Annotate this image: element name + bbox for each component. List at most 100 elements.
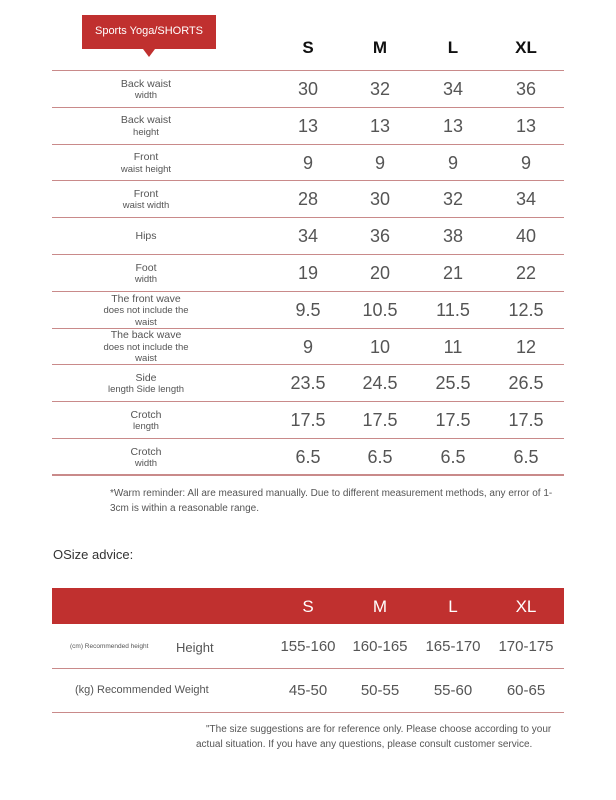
size-header-XL: XL xyxy=(515,38,537,57)
advice-size-M: M xyxy=(372,597,388,616)
measurement-value: 34 xyxy=(515,189,537,210)
table-row: The back wave does not include the waist 9… xyxy=(52,327,564,366)
height-label: Height xyxy=(176,640,214,655)
measurement-value: 12.5 xyxy=(508,299,544,320)
table-bottom-border xyxy=(52,474,564,476)
measurement-value: 34 xyxy=(297,226,319,247)
measurement-value: 34 xyxy=(442,79,464,99)
measurement-value: 32 xyxy=(369,79,391,99)
table-row: Front waist width 28 30 32 34 xyxy=(52,180,564,217)
measurement-value: 6.5 xyxy=(513,447,539,467)
label-sub: width xyxy=(134,90,158,102)
table-row: Front waist height 9 9 9 9 xyxy=(52,143,564,182)
row-label: Side length Side length xyxy=(92,365,200,402)
table-row: Hips 34 36 38 40 xyxy=(52,217,564,254)
measurement-value: 6.5 xyxy=(367,447,393,467)
advice-size-XL: XL xyxy=(515,597,537,616)
label-sub: length xyxy=(133,421,159,433)
table-row: Crotch width 6.5 6.5 6.5 6.5 xyxy=(52,438,564,475)
measurement-value: 9.5 xyxy=(295,299,321,320)
height-row: (cm) Recommended height Height 155-160 16… xyxy=(52,624,564,669)
product-badge: Sports Yoga/SHORTS xyxy=(82,15,216,57)
measurement-value: 9 xyxy=(447,152,458,173)
measurement-value: 28 xyxy=(297,189,319,210)
row-label: Back waist width xyxy=(92,71,200,108)
weight-value: 55-60 xyxy=(433,682,473,699)
measurement-value: 6.5 xyxy=(295,447,321,467)
measurement-value: 9 xyxy=(374,152,385,173)
height-value: 165-170 xyxy=(425,638,481,655)
label-sub: length Side length xyxy=(107,384,185,396)
label-sub: width xyxy=(134,458,158,470)
label-main: Back waist xyxy=(120,77,172,90)
label-main: Crotch xyxy=(130,445,162,458)
label-main: Side xyxy=(135,371,157,384)
label-main: Hips xyxy=(135,230,157,243)
label-sub: height xyxy=(133,126,159,138)
measurement-value: 17.5 xyxy=(362,410,398,431)
table-row: Back waist width 30 32 34 36 xyxy=(52,70,564,107)
label-sub: waist width xyxy=(122,200,170,212)
measurement-value: 20 xyxy=(369,263,391,283)
row-label: The back wave does not include the waist xyxy=(92,329,200,366)
advice-size-L: L xyxy=(448,597,458,616)
label-sub: width xyxy=(134,274,158,286)
measurement-value: 10 xyxy=(369,336,391,357)
row-label: Back waist height xyxy=(92,108,200,145)
measurement-value: 9 xyxy=(302,336,313,357)
label-main: Foot xyxy=(135,261,157,274)
measurement-value: 11.5 xyxy=(436,299,470,320)
measurement-value: 38 xyxy=(442,226,464,247)
label-main: Front xyxy=(133,187,159,200)
measurement-value: 19 xyxy=(297,263,319,283)
row-label: Hips xyxy=(92,218,200,255)
measurement-value: 11 xyxy=(443,336,463,357)
weight-row: (kg) Recommended Weight 45-50 50-55 55-60 6… xyxy=(52,669,564,713)
weight-value: 50-55 xyxy=(360,682,400,699)
label-main: Back waist xyxy=(120,114,172,127)
height-value: 160-165 xyxy=(352,638,408,655)
measurement-value: 36 xyxy=(369,226,391,247)
measurement-value: 9 xyxy=(520,152,531,173)
measurement-value: 25.5 xyxy=(435,373,471,394)
measurement-value: 32 xyxy=(442,189,464,210)
measurement-value: 13 xyxy=(369,115,391,136)
measurement-value: 26.5 xyxy=(508,373,544,394)
table-row: The front wave does not include the waist… xyxy=(52,290,564,329)
row-label: Crotch width xyxy=(92,439,200,476)
size-header-M: M xyxy=(372,38,388,57)
table-row: Foot width 19 20 21 22 xyxy=(52,254,564,291)
weight-value: 45-50 xyxy=(288,682,328,699)
measurement-value: 9 xyxy=(302,152,313,173)
measurement-value: 6.5 xyxy=(440,447,466,467)
measurement-value: 17.5 xyxy=(508,410,544,431)
label-sub: waist height xyxy=(120,163,172,175)
measurement-value: 30 xyxy=(369,189,391,210)
measurement-value: 17.5 xyxy=(435,410,471,431)
measurement-value: 24.5 xyxy=(362,373,398,394)
measurement-value: 13 xyxy=(297,115,319,136)
weight-label: (kg) Recommended Weight xyxy=(75,684,209,696)
measurement-value: 36 xyxy=(515,79,537,99)
weight-value: 60-65 xyxy=(506,682,546,699)
advice-header: S M L XL xyxy=(52,588,564,624)
height-small-label: (cm) Recommended height xyxy=(70,643,149,650)
row-label: Front waist height xyxy=(92,145,200,182)
measurement-value: 40 xyxy=(515,226,537,247)
measurement-value: 17.5 xyxy=(290,410,326,431)
label-sub: does not include the waist xyxy=(103,342,189,365)
footnote: "The size suggestions are for reference … xyxy=(196,724,552,750)
size-header-S: S xyxy=(302,38,314,57)
label-main: Front xyxy=(133,151,159,164)
row-label: The front wave does not include the waist xyxy=(92,292,200,329)
warm-reminder: *Warm reminder: All are measured manuall… xyxy=(110,488,553,514)
advice-size-S: S xyxy=(302,597,314,616)
measurement-value: 13 xyxy=(515,115,537,136)
row-label: Foot width xyxy=(92,255,200,292)
measurement-value: 22 xyxy=(515,263,537,283)
label-main: Crotch xyxy=(130,408,162,421)
table-row: Side length Side length 23.5 24.5 25.5 26.5 xyxy=(52,364,564,401)
measurement-value: 12 xyxy=(515,336,537,357)
label-main: The front wave xyxy=(111,292,181,305)
table-row: Back waist height 13 13 13 13 xyxy=(52,106,564,145)
